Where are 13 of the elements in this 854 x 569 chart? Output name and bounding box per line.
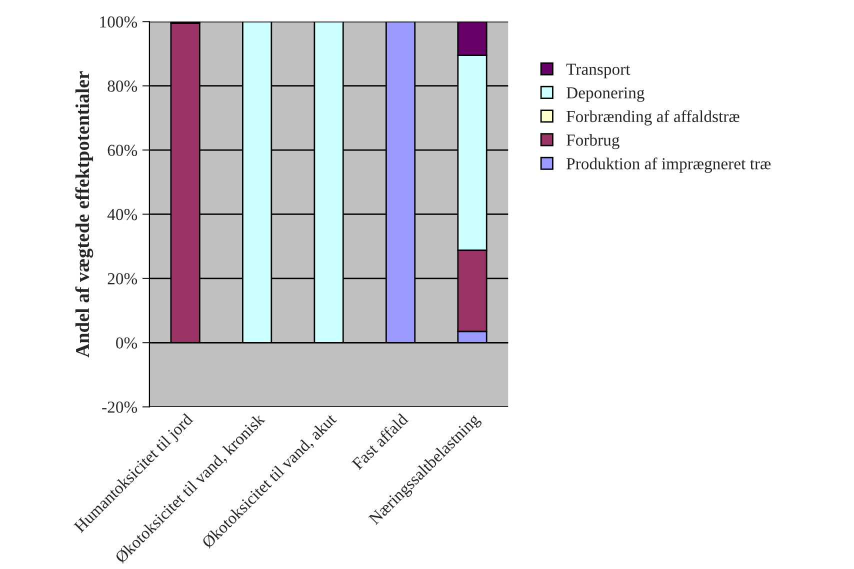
y-tick-label: 20% (108, 273, 138, 284)
legend-label: Deponering (566, 87, 644, 102)
y-tick-label: 100% (100, 16, 138, 28)
legend-label: Forbrænding af affaldstræ (566, 110, 740, 126)
y-tick-label: 60% (108, 144, 138, 156)
y-tick-label: -20% (102, 402, 138, 413)
legend-label: Forbrug (566, 134, 620, 150)
y-tick-label: 80% (108, 80, 138, 92)
y-tick-label: 40% (107, 208, 138, 220)
legend-label: Produktion af imprægneret træ (566, 157, 771, 173)
legend-label: Transport (566, 64, 630, 78)
y-axis-title: Andel af vægtede effektpotentialer (75, 71, 94, 358)
y-tick-label: 0% (116, 337, 138, 349)
